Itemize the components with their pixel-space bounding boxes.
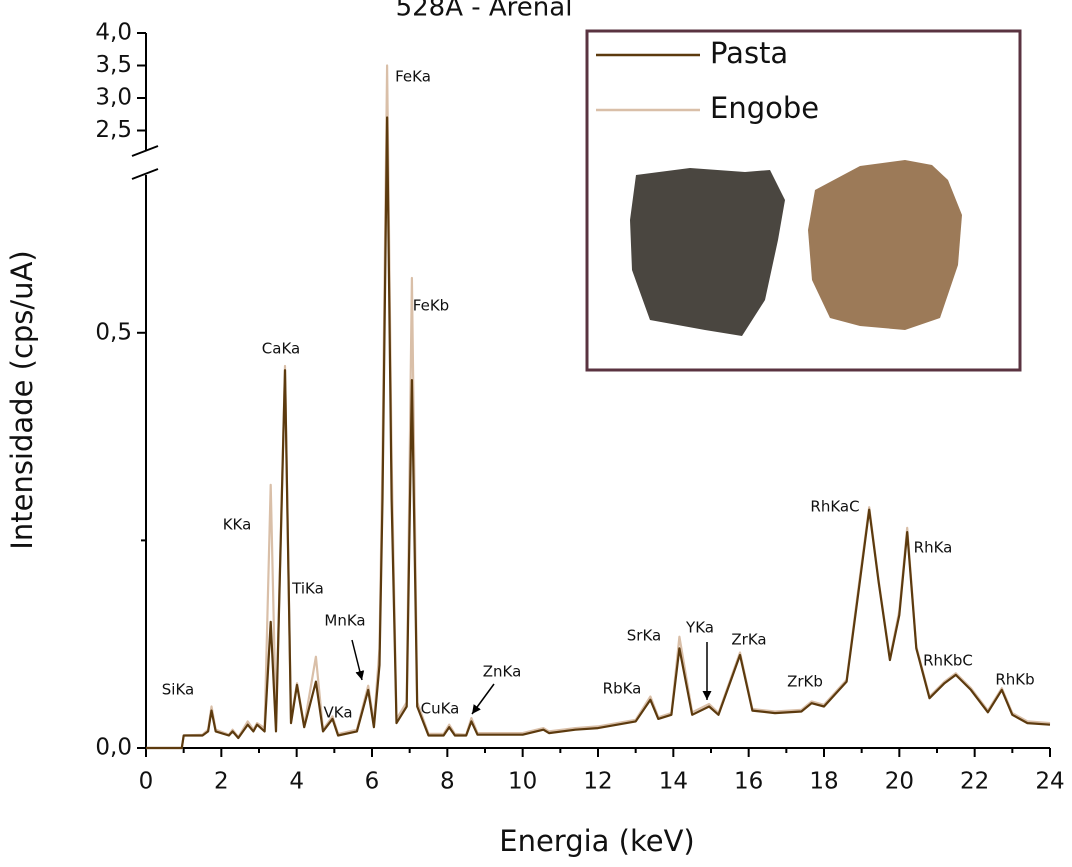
axis-break-mark (131, 168, 159, 180)
peak-label: RhKaC (810, 498, 859, 516)
x-tick-label: 18 (809, 769, 838, 795)
y-tick-label: 0,0 (95, 735, 132, 761)
peak-label: SrKa (627, 627, 661, 645)
peak-label: YKa (685, 619, 714, 637)
legend: Pasta Engobe (585, 29, 1022, 372)
x-tick-label: 16 (734, 769, 763, 795)
y-tick-label: 2,5 (95, 117, 132, 143)
x-tick-label: 0 (139, 769, 154, 795)
x-tick-label: 2 (214, 769, 229, 795)
annotation-arrow (351, 639, 365, 681)
peak-label: VKa (323, 704, 352, 722)
y-axis-label: Intensidade (cps/uA) (5, 250, 39, 549)
x-tick-label: 6 (365, 769, 380, 795)
x-tick-label: 24 (1035, 769, 1064, 795)
peak-label: KKa (223, 516, 252, 534)
annotation-arrow (471, 683, 495, 715)
peak-label: TiKa (291, 580, 324, 598)
spectrum-line (146, 116, 1051, 750)
peak-label: CaKa (262, 340, 300, 358)
peak-label: RhKa (914, 539, 953, 557)
y-tick-label: 0,5 (95, 319, 132, 345)
y-tick-label: 4,0 (95, 20, 132, 46)
x-tick-label: 4 (289, 769, 304, 795)
axis-break-mark (131, 145, 159, 157)
legend-label: Pasta (710, 36, 788, 70)
peak-label: SiKa (162, 681, 194, 699)
x-axis-label: Energia (keV) (499, 824, 694, 858)
x-tick-label: 8 (440, 769, 455, 795)
y-tick-label: 3,0 (95, 85, 132, 111)
chart-title: 528A - Arenal (396, 0, 573, 23)
peak-label: FeKb (413, 297, 449, 315)
peak-label: MnKa (324, 612, 365, 630)
peak-label: RhKbC (923, 652, 973, 670)
peak-label: FeKa (395, 68, 431, 86)
peak-label: ZnKa (483, 663, 522, 681)
peak-label: RbKa (603, 680, 642, 698)
y-tick-label: 3,5 (95, 52, 132, 78)
legend-label: Engobe (710, 91, 819, 125)
peak-label: CuKa (421, 700, 460, 718)
sample-photo-engobe (808, 160, 962, 330)
peak-label: ZrKa (731, 631, 766, 649)
x-tick-label: 14 (659, 769, 688, 795)
x-tick-label: 22 (960, 769, 989, 795)
x-tick-label: 20 (885, 769, 914, 795)
peak-label: RhKb (995, 671, 1034, 689)
x-tick-label: 10 (508, 769, 537, 795)
sample-photo-pasta (630, 168, 785, 336)
peak-label: ZrKb (787, 673, 823, 691)
x-tick-label: 12 (583, 769, 612, 795)
